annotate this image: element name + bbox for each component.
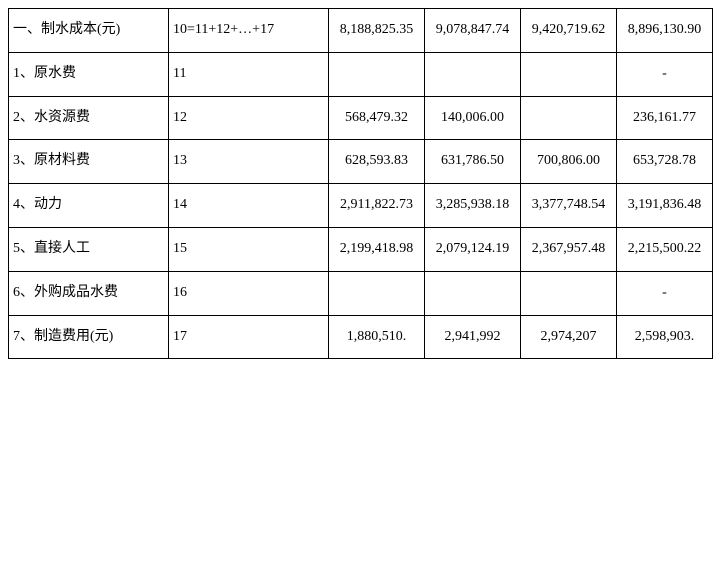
row-v2: 631,786.50: [425, 140, 521, 184]
row-code: 15: [169, 227, 329, 271]
row-v1: 568,479.32: [329, 96, 425, 140]
row-v2: [425, 52, 521, 96]
row-v3: [521, 52, 617, 96]
cost-table: 一、制水成本(元) 10=11+12+…+17 8,188,825.35 9,0…: [8, 8, 713, 359]
row-code: 13: [169, 140, 329, 184]
row-v2: 2,941,992: [425, 315, 521, 359]
table-row: 4、动力 14 2,911,822.73 3,285,938.18 3,377,…: [9, 184, 713, 228]
table-row: 2、水资源费 12 568,479.32 140,006.00 236,161.…: [9, 96, 713, 140]
row-code: 14: [169, 184, 329, 228]
row-code: 16: [169, 271, 329, 315]
row-v1: 628,593.83: [329, 140, 425, 184]
row-v4: -: [617, 271, 713, 315]
row-label: 2、水资源费: [9, 96, 169, 140]
row-label: 4、动力: [9, 184, 169, 228]
row-v4: 236,161.77: [617, 96, 713, 140]
row-v2: 9,078,847.74: [425, 9, 521, 53]
table-row: 1、原水费 11 -: [9, 52, 713, 96]
row-label: 3、原材料费: [9, 140, 169, 184]
row-v1: 2,911,822.73: [329, 184, 425, 228]
row-label: 7、制造费用(元): [9, 315, 169, 359]
row-v1: 1,880,510.: [329, 315, 425, 359]
row-v2: 3,285,938.18: [425, 184, 521, 228]
row-v4: -: [617, 52, 713, 96]
row-v3: 700,806.00: [521, 140, 617, 184]
row-v4: 2,215,500.22: [617, 227, 713, 271]
row-label: 6、外购成品水费: [9, 271, 169, 315]
row-v4: 8,896,130.90: [617, 9, 713, 53]
row-v3: 3,377,748.54: [521, 184, 617, 228]
row-v4: 2,598,903.: [617, 315, 713, 359]
row-v3: 2,367,957.48: [521, 227, 617, 271]
row-code: 10=11+12+…+17: [169, 9, 329, 53]
row-v2: 140,006.00: [425, 96, 521, 140]
table-body: 一、制水成本(元) 10=11+12+…+17 8,188,825.35 9,0…: [9, 9, 713, 359]
row-v3: 9,420,719.62: [521, 9, 617, 53]
table-row: 3、原材料费 13 628,593.83 631,786.50 700,806.…: [9, 140, 713, 184]
row-v1: 2,199,418.98: [329, 227, 425, 271]
row-label: 1、原水费: [9, 52, 169, 96]
row-code: 17: [169, 315, 329, 359]
row-label: 5、直接人工: [9, 227, 169, 271]
row-label: 一、制水成本(元): [9, 9, 169, 53]
row-v4: 653,728.78: [617, 140, 713, 184]
row-v1: 8,188,825.35: [329, 9, 425, 53]
row-v1: [329, 52, 425, 96]
row-code: 11: [169, 52, 329, 96]
table-row: 6、外购成品水费 16 -: [9, 271, 713, 315]
table-row: 一、制水成本(元) 10=11+12+…+17 8,188,825.35 9,0…: [9, 9, 713, 53]
row-v2: [425, 271, 521, 315]
row-code: 12: [169, 96, 329, 140]
table-row: 7、制造费用(元) 17 1,880,510. 2,941,992 2,974,…: [9, 315, 713, 359]
row-v3: [521, 96, 617, 140]
row-v3: [521, 271, 617, 315]
row-v1: [329, 271, 425, 315]
row-v2: 2,079,124.19: [425, 227, 521, 271]
row-v4: 3,191,836.48: [617, 184, 713, 228]
table-row: 5、直接人工 15 2,199,418.98 2,079,124.19 2,36…: [9, 227, 713, 271]
row-v3: 2,974,207: [521, 315, 617, 359]
